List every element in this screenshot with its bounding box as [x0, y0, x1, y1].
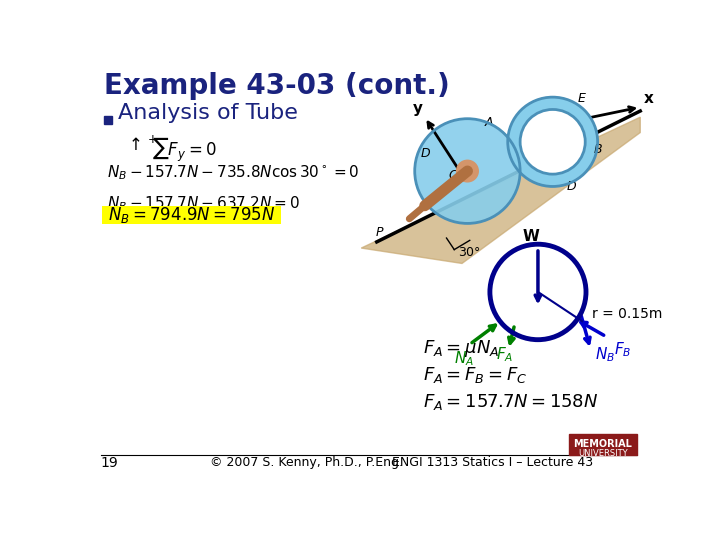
Text: $F_A = F_B = F_C$: $F_A = F_B = F_C$ — [423, 365, 528, 385]
Text: A: A — [485, 117, 493, 130]
Circle shape — [456, 160, 478, 182]
Text: r = 0.15m: r = 0.15m — [593, 307, 662, 321]
Polygon shape — [361, 117, 640, 264]
Circle shape — [415, 119, 520, 224]
Text: D: D — [421, 147, 431, 160]
Text: $N_B = 794.9N = 795N$: $N_B = 794.9N = 795N$ — [108, 205, 275, 225]
Text: $N_B$: $N_B$ — [595, 345, 615, 363]
Text: $F_A = \mu N_A$: $F_A = \mu N_A$ — [423, 338, 500, 359]
Text: E: E — [577, 92, 585, 105]
Text: MEMORIAL: MEMORIAL — [574, 440, 632, 449]
Text: $F_A$: $F_A$ — [496, 345, 513, 363]
Text: W: W — [523, 229, 539, 244]
Text: $\sum F_y = 0$: $\sum F_y = 0$ — [152, 136, 217, 164]
Text: $N_B - 157.7N - 637.2N = 0$: $N_B - 157.7N - 637.2N = 0$ — [107, 194, 300, 213]
Text: C: C — [448, 169, 456, 182]
Text: $F_A = 157.7N = 158N$: $F_A = 157.7N = 158N$ — [423, 392, 598, 412]
Circle shape — [520, 110, 585, 174]
Text: Analysis of Tube: Analysis of Tube — [118, 103, 298, 123]
Text: D: D — [567, 180, 576, 193]
Text: © 2007 S. Kenny, Ph.D., P.Eng.: © 2007 S. Kenny, Ph.D., P.Eng. — [210, 456, 403, 469]
Text: $N_A$: $N_A$ — [454, 349, 474, 368]
Text: y: y — [413, 100, 423, 116]
Text: $\uparrow^+$: $\uparrow^+$ — [125, 136, 158, 155]
Text: 19: 19 — [101, 456, 119, 470]
Text: ENGI 1313 Statics I – Lecture 43: ENGI 1313 Statics I – Lecture 43 — [392, 456, 593, 469]
Text: x: x — [644, 91, 653, 106]
Text: B: B — [594, 143, 603, 157]
Circle shape — [508, 97, 598, 186]
Text: $30°$: $30°$ — [458, 246, 481, 259]
Text: P: P — [376, 226, 384, 239]
Text: $F_B$: $F_B$ — [614, 340, 631, 359]
Text: Example 43-03 (cont.): Example 43-03 (cont.) — [104, 72, 450, 100]
Bar — [102, 206, 281, 224]
Text: $N_B - 157.7N - 735.8N\cos 30^\circ = 0$: $N_B - 157.7N - 735.8N\cos 30^\circ = 0$ — [107, 164, 359, 182]
Bar — [104, 116, 112, 124]
Bar — [569, 434, 637, 455]
Text: UNIVERSITY: UNIVERSITY — [578, 449, 628, 458]
